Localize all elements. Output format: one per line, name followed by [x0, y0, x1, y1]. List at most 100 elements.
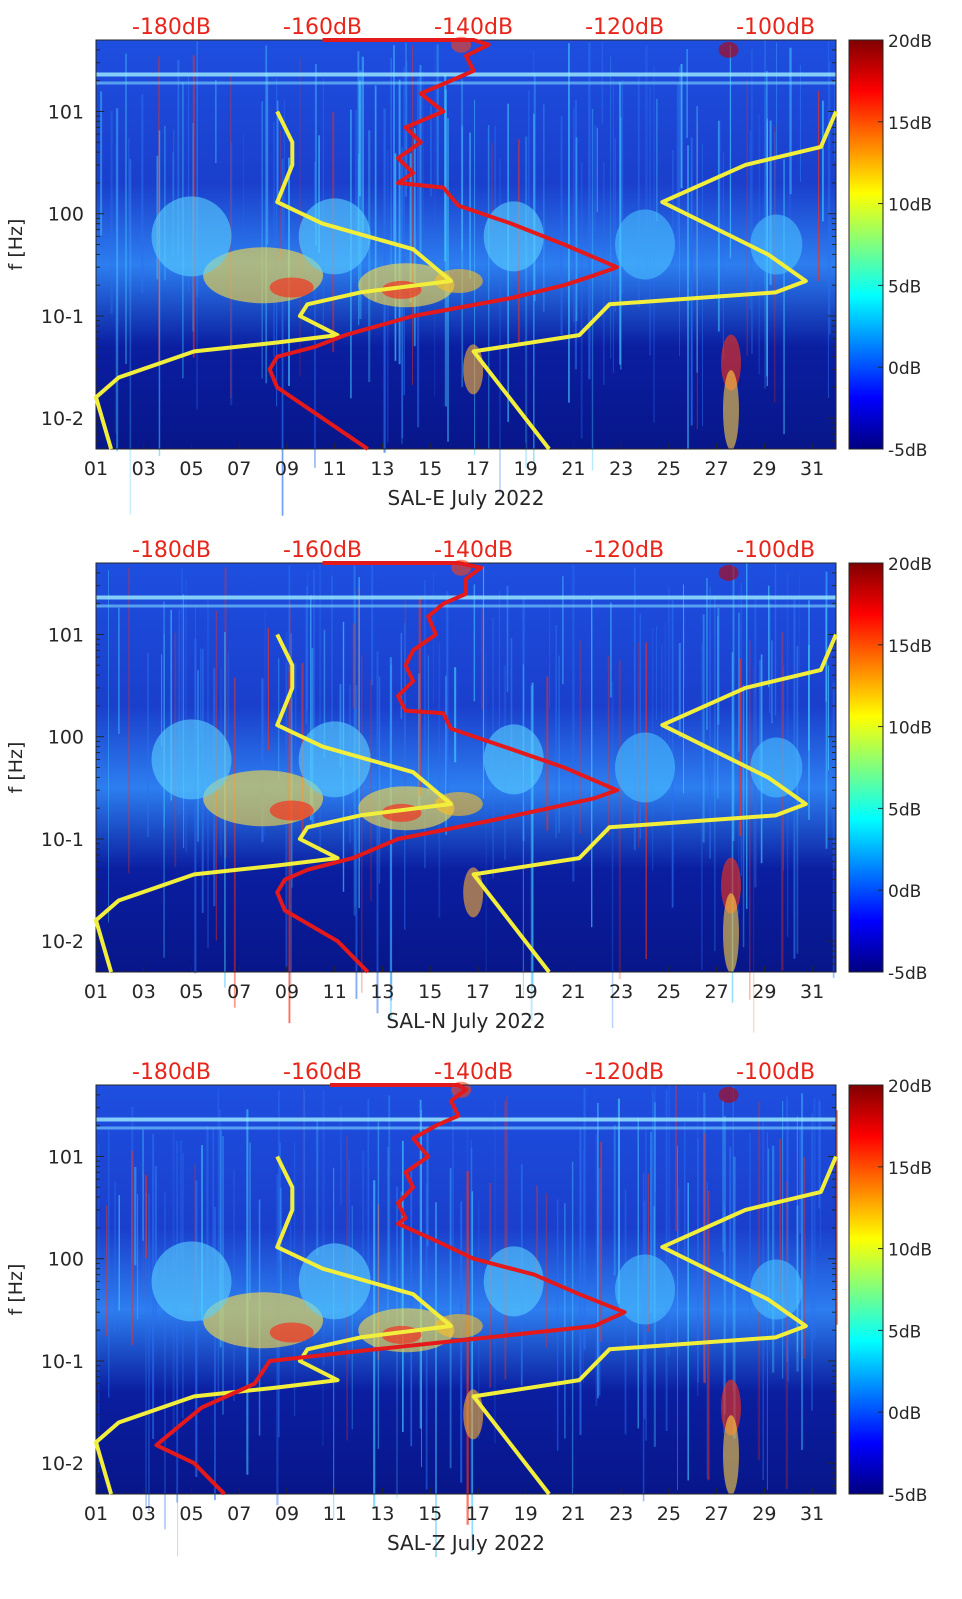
- heatmap-streak: [533, 113, 535, 464]
- colorbar-tick-label: -5dB: [888, 964, 927, 984]
- x-tick-label: 03: [132, 1503, 156, 1525]
- heatmap-streak: [595, 1133, 598, 1406]
- heatmap-streak: [185, 578, 187, 853]
- heatmap-streak: [402, 1140, 404, 1432]
- x-axis-label: SAL-Z July 2022: [387, 1531, 545, 1555]
- heatmap-streak: [405, 42, 407, 197]
- heatmap-streak: [98, 1143, 100, 1474]
- heatmap-streak: [808, 600, 810, 820]
- heatmap-streak: [370, 679, 372, 902]
- heatmap-streak: [302, 1087, 305, 1291]
- x-tick-label: 23: [609, 458, 633, 480]
- heatmap-streak: [367, 1098, 370, 1325]
- heatmap-streak: [732, 566, 735, 841]
- heatmap-streak: [822, 100, 824, 222]
- heatmap-streak: [374, 85, 377, 302]
- x-tick-label: 13: [370, 458, 394, 480]
- heatmap-streak: [722, 152, 724, 359]
- y-tick-label: 10-1: [41, 829, 84, 851]
- heatmap-streak: [746, 563, 748, 909]
- heatmap-streak: [558, 655, 560, 833]
- x-tick-label: 05: [179, 981, 203, 1003]
- heatmap-streak: [200, 648, 202, 742]
- noise-model-line: [94, 633, 453, 973]
- heatmap-streak: [281, 159, 284, 516]
- colorbar: [848, 39, 884, 450]
- colorbar-tick-label: 10dB: [888, 719, 932, 739]
- heatmap-streak: [766, 122, 768, 239]
- heatmap-streak: [714, 596, 716, 952]
- x-tick-label: 25: [657, 981, 681, 1003]
- x-tick-label: 19: [514, 1503, 538, 1525]
- heatmap-blob: [721, 857, 741, 914]
- heatmap-streak: [214, 1207, 216, 1501]
- heatmap-streak: [219, 1109, 221, 1259]
- heatmap-streak: [178, 609, 180, 815]
- y-tick-label: 10-2: [41, 1453, 84, 1475]
- heatmap-streak: [769, 603, 771, 713]
- heatmap-streak: [556, 1199, 559, 1451]
- heatmap-streak: [709, 587, 711, 859]
- heatmap-streak: [430, 105, 432, 197]
- heatmap-streak: [499, 158, 501, 494]
- heatmap-streak: [706, 1182, 708, 1480]
- heatmap-streak: [764, 90, 767, 225]
- heatmap-streak: [359, 70, 362, 319]
- heatmap-streak: [543, 104, 545, 312]
- heatmap-blob: [750, 1259, 803, 1320]
- colorbar-tick-label: 0dB: [888, 359, 921, 379]
- heatmap-streak: [491, 143, 493, 231]
- y-tick-label: 10-2: [41, 408, 84, 430]
- heatmap-streak: [708, 1190, 710, 1481]
- heatmap-streak: [656, 98, 658, 222]
- x-tick-label: 17: [466, 458, 490, 480]
- heatmap-streak: [510, 638, 513, 757]
- heatmap-streak: [485, 653, 487, 972]
- heatmap-band: [96, 604, 836, 608]
- heatmap-streak: [687, 1182, 689, 1481]
- heatmap-streak: [667, 587, 670, 756]
- x-tick-label: 07: [227, 981, 251, 1003]
- psd-curve: [267, 38, 619, 451]
- heatmap-streak: [738, 612, 740, 752]
- heatmap-streak: [825, 571, 828, 849]
- y-tick-label: 100: [48, 1249, 84, 1271]
- heatmap-streak: [617, 1098, 620, 1304]
- x-tick-label: 11: [323, 1503, 347, 1525]
- heatmap-streak: [684, 604, 686, 688]
- heatmap-streak: [754, 598, 757, 888]
- heatmap-streak: [143, 1171, 145, 1300]
- x-tick-label: 23: [609, 1503, 633, 1525]
- heatmap-streak: [422, 71, 424, 237]
- heatmap-streak: [651, 1086, 654, 1297]
- heatmap-band: [96, 1126, 836, 1130]
- heatmap-streak: [137, 1194, 139, 1320]
- heatmap-streak: [818, 1100, 821, 1209]
- x-tick-label: 25: [657, 458, 681, 480]
- heatmap-streak: [161, 654, 163, 747]
- x-tick-label: 29: [752, 458, 776, 480]
- heatmap-streak: [642, 1172, 645, 1502]
- colorbar-tick-label: 0dB: [888, 1404, 921, 1424]
- heatmap-streak: [276, 78, 278, 407]
- heatmap-streak: [219, 1130, 222, 1348]
- heatmap-streak: [717, 616, 719, 799]
- heatmap-streak: [768, 585, 770, 688]
- x-tick-label: 29: [752, 981, 776, 1003]
- x-tick-label: 31: [800, 981, 824, 1003]
- heatmap-streak: [799, 1125, 802, 1234]
- heatmap-streak: [444, 89, 447, 407]
- heatmap-streak: [594, 125, 597, 232]
- heatmap-streak: [400, 1191, 403, 1333]
- top-axis-db-label: -160dB: [283, 15, 362, 40]
- heatmap-streak: [697, 1090, 699, 1397]
- heatmap-streak: [717, 120, 720, 332]
- heatmap-streak: [487, 128, 489, 293]
- heatmap-streak: [774, 564, 777, 716]
- heatmap-streak: [702, 614, 705, 843]
- heatmap-streak: [702, 143, 703, 427]
- heatmap-streak: [100, 91, 103, 236]
- heatmap-streak: [664, 622, 667, 767]
- heatmap-streak: [201, 1145, 203, 1321]
- heatmap-streak: [564, 1203, 566, 1439]
